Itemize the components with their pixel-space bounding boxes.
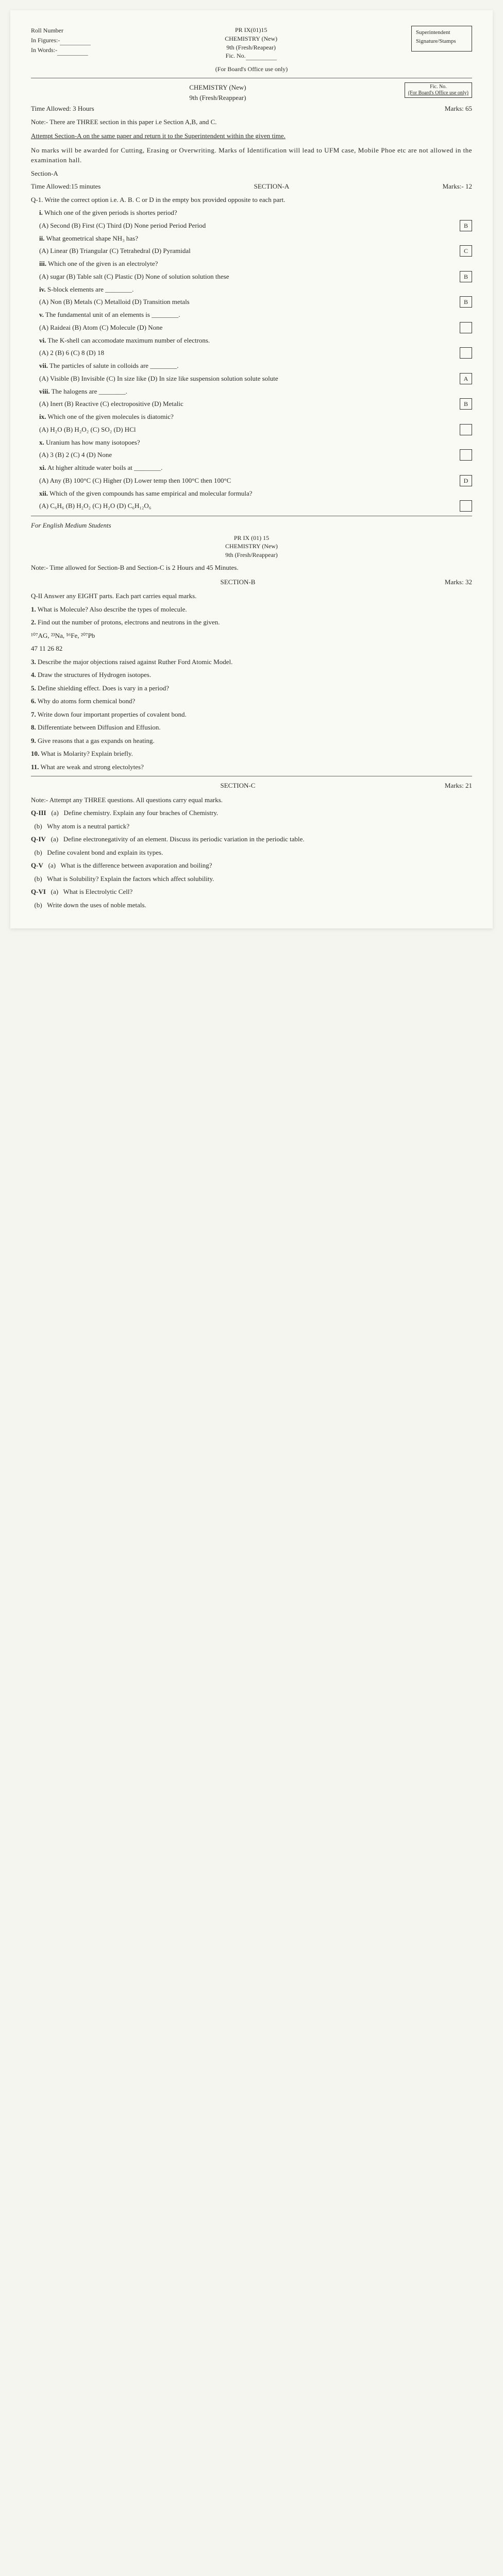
mcq-item: ix. Which one of the given molecules is …	[39, 412, 472, 422]
grade: 9th (Fresh/Reapear)	[225, 43, 277, 52]
answer-box	[460, 347, 472, 359]
time-allowed: Time Allowed: 3 Hours	[31, 104, 94, 114]
section-b-item: 5. Define shielding effect. Does is vary…	[31, 683, 472, 693]
mcq-item: i. Which one of the given periods is sho…	[39, 208, 472, 218]
subject: CHEMISTRY (New)	[225, 35, 277, 43]
mcq-item: vi. The K-shell can accomodate maximum n…	[39, 335, 472, 346]
section-c-item: Q-IV (a) Define electronegativity of an …	[31, 834, 472, 844]
mcq-item: xi. At higher altitude water boils at __…	[39, 463, 472, 473]
mcq-item: vii. The particles of salute in colloids…	[39, 361, 472, 371]
qII: Q-II Answer any EIGHT parts. Each part c…	[31, 591, 472, 601]
answer-box: C	[460, 245, 472, 257]
mcq-item: xii. Which of the given compounds has sa…	[39, 488, 472, 499]
section-c-item: (b) Define covalent bond and explain its…	[31, 848, 472, 858]
answer-box: D	[460, 475, 472, 486]
section-b-item: 1. What is Molecule? Also describe the t…	[31, 604, 472, 615]
section-b-item: 9. Give reasons that a gas expands on he…	[31, 736, 472, 746]
board-use: (For Board's Office use only)	[31, 64, 472, 74]
answer-box: A	[460, 373, 472, 384]
section-c-item: (b) Why atom is a neutral partick?	[31, 821, 472, 832]
note: Note:- There are THREE section in this p…	[31, 117, 472, 127]
marks-b: Marks: 32	[445, 577, 472, 587]
attempt-note: Attempt Section-A on the same paper and …	[31, 131, 472, 141]
section-c-item: (b) Write down the uses of noble metals.	[31, 900, 472, 910]
section-b-item: 6. Why do atoms form chemical bond?	[31, 696, 472, 706]
section-a: SECTION-A	[254, 181, 290, 192]
exam-paper: Roll Number In Figures:- In Words:- PR I…	[10, 10, 493, 928]
paper-code: PR IX(01)15	[225, 26, 277, 35]
section-b-item: 8. Differentiate between Diffusion and E…	[31, 722, 472, 733]
section-b-note: Note:- Time allowed for Section-B and Se…	[31, 563, 472, 573]
answer-box: B	[460, 398, 472, 410]
header: Roll Number In Figures:- In Words:- PR I…	[31, 26, 472, 60]
answer-box	[460, 424, 472, 435]
fic-label: Fic. No.	[226, 52, 246, 59]
mcq-item: viii. The halogens are ________.	[39, 386, 472, 397]
section-b-item: 47 11 26 82	[31, 643, 472, 654]
answer-box: B	[460, 296, 472, 308]
section-b-item: 3. Describe the major objections raised …	[31, 657, 472, 667]
section-b-item: 10. What is Molarity? Explain briefly.	[31, 749, 472, 759]
mcq-list: i. Which one of the given periods is sho…	[31, 208, 472, 512]
mcq-item: iii. Which one of the given is an electr…	[39, 259, 472, 269]
title-section: PR IX(01)15 CHEMISTRY (New) 9th (Fresh/R…	[225, 26, 277, 60]
total-marks: Marks: 65	[445, 104, 472, 114]
mcq-item: v. The fundamental unit of an elements i…	[39, 310, 472, 320]
answer-box	[460, 449, 472, 461]
marks-c: Marks: 21	[445, 781, 472, 791]
words-label: In Words:-	[31, 46, 57, 54]
section-c-note: Note:- Attempt any THREE questions. All …	[31, 795, 472, 805]
mid-header: PR IX (01) 15 CHEMISTRY (New) 9th (Fresh…	[31, 534, 472, 560]
section-b-item: 4. Draw the structures of Hydrogen isoto…	[31, 670, 472, 680]
section-b-item: 7. Write down four important properties …	[31, 709, 472, 720]
section-b-item: ¹⁰⁷AG, ²³Na, ⁵⁶Fe, ²⁰⁷Pb	[31, 631, 472, 641]
section-b-item: 2. Find out the number of protons, elect…	[31, 617, 472, 628]
roll-label: Roll Number	[31, 26, 91, 36]
rules: No marks will be awarded for Cutting, Er…	[31, 145, 472, 165]
q1-instruction: Q-1. Write the correct option i.e. A. B.…	[31, 195, 472, 205]
answer-box: B	[460, 271, 472, 282]
section-c-item: Q-III (a) Define chemistry. Explain any …	[31, 808, 472, 818]
section-b-label: SECTION-B	[221, 577, 256, 587]
section-c-item: (b) What is Solubility? Explain the fact…	[31, 874, 472, 884]
section-c-item: Q-V (a) What is the difference between a…	[31, 860, 472, 871]
answer-box	[460, 322, 472, 333]
mcq-item: x. Uranium has how many isotopoes?	[39, 437, 472, 448]
english-medium: For English Medium Students	[31, 520, 472, 531]
fic-box: Fic. No. (For Board's Office use only)	[405, 82, 472, 98]
answer-box: B	[460, 220, 472, 231]
section-c-label: SECTION-C	[221, 781, 256, 791]
answer-box	[460, 500, 472, 512]
section-c-list: Q-III (a) Define chemistry. Explain any …	[31, 808, 472, 910]
roll-section: Roll Number In Figures:- In Words:-	[31, 26, 91, 60]
marks-a: Marks:- 12	[443, 181, 472, 192]
section-a-label: Section-A	[31, 168, 472, 179]
section-c-item: Q-VI (a) What is Electrolytic Cell?	[31, 887, 472, 897]
fig-label: In Figures:-	[31, 37, 60, 44]
mcq-item: iv. S-block elements are ________.	[39, 284, 472, 295]
super-box: Superintendent Signature/Stamps	[411, 26, 472, 52]
mcq-item: ii. What geometrical shape NH₃ has?	[39, 233, 472, 244]
section-b-item: 11. What are weak and strong electolytes…	[31, 762, 472, 772]
time-a: Time Allowed:15 minutes	[31, 181, 100, 192]
section-b-list: 1. What is Molecule? Also describe the t…	[31, 604, 472, 772]
